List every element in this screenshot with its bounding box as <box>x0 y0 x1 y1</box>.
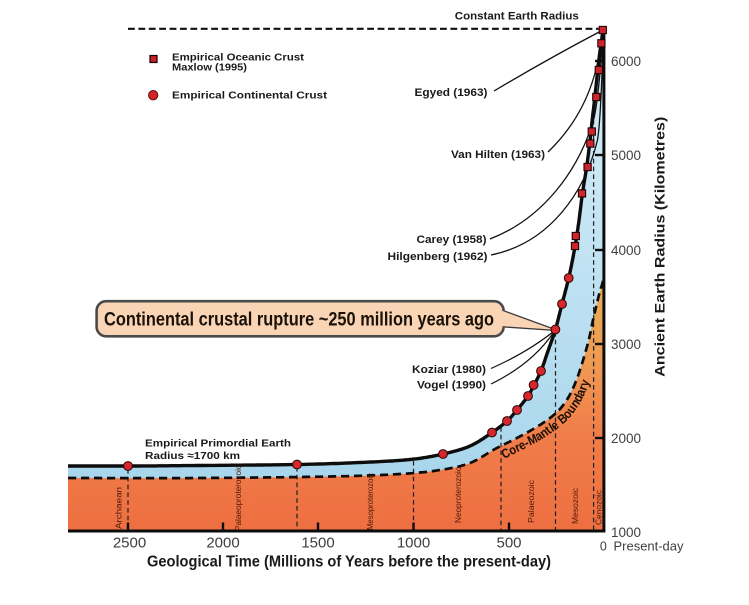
svg-text:1500: 1500 <box>301 535 334 552</box>
svg-text:5000: 5000 <box>611 148 641 163</box>
svg-text:Empirical Continental Crust: Empirical Continental Crust <box>172 89 328 101</box>
svg-text:2000: 2000 <box>206 535 239 552</box>
svg-text:Koziar (1980): Koziar (1980) <box>412 364 486 376</box>
svg-text:Empirical Primordial Earth: Empirical Primordial Earth <box>145 438 291 450</box>
svg-text:Carey (1958): Carey (1958) <box>417 234 487 246</box>
svg-text:Mesoproterozoic: Mesoproterozoic <box>366 473 375 530</box>
svg-text:4000: 4000 <box>611 243 641 258</box>
svg-text:Empirical Oceanic Crust: Empirical Oceanic Crust <box>172 51 305 63</box>
svg-text:Van Hilten (1963): Van Hilten (1963) <box>451 149 545 161</box>
svg-text:Continental crustal rupture ~2: Continental crustal rupture ~250 million… <box>104 310 494 331</box>
svg-text:6000: 6000 <box>611 54 641 69</box>
svg-text:3000: 3000 <box>611 337 641 352</box>
svg-text:Archaean: Archaean <box>115 486 124 529</box>
svg-text:Cenozoic: Cenozoic <box>594 490 603 525</box>
svg-text:Mesozoic: Mesozoic <box>571 488 580 524</box>
svg-text:Egyed (1963): Egyed (1963) <box>415 87 488 99</box>
svg-text:Constant Earth Radius: Constant Earth Radius <box>455 11 579 23</box>
svg-text:Ancient Earth Radius (Kilometr: Ancient Earth Radius (Kilometres) <box>652 117 668 377</box>
svg-text:Maxlow (1995): Maxlow (1995) <box>172 61 247 73</box>
svg-text:Neoproterozoic: Neoproterozoic <box>454 467 463 523</box>
svg-text:Hilgenberg (1962): Hilgenberg (1962) <box>388 251 488 263</box>
svg-text:Radius ≈1700 km: Radius ≈1700 km <box>145 450 240 462</box>
svg-text:2500: 2500 <box>113 535 146 552</box>
svg-text:Vogel (1990): Vogel (1990) <box>417 380 486 392</box>
svg-text:Palaeozoic: Palaeozoic <box>527 480 536 523</box>
svg-text:2000: 2000 <box>611 431 641 446</box>
svg-text:1000: 1000 <box>397 535 430 552</box>
svg-text:1000: 1000 <box>611 525 641 540</box>
svg-text:500: 500 <box>496 535 521 552</box>
svg-text:Present-day: Present-day <box>614 540 685 554</box>
svg-text:Palaeoproterozoic: Palaeoproterozoic <box>234 465 243 531</box>
svg-text:Geological Time (Millions of Y: Geological Time (Millions of Years befor… <box>147 554 551 571</box>
svg-text:0: 0 <box>600 540 607 554</box>
